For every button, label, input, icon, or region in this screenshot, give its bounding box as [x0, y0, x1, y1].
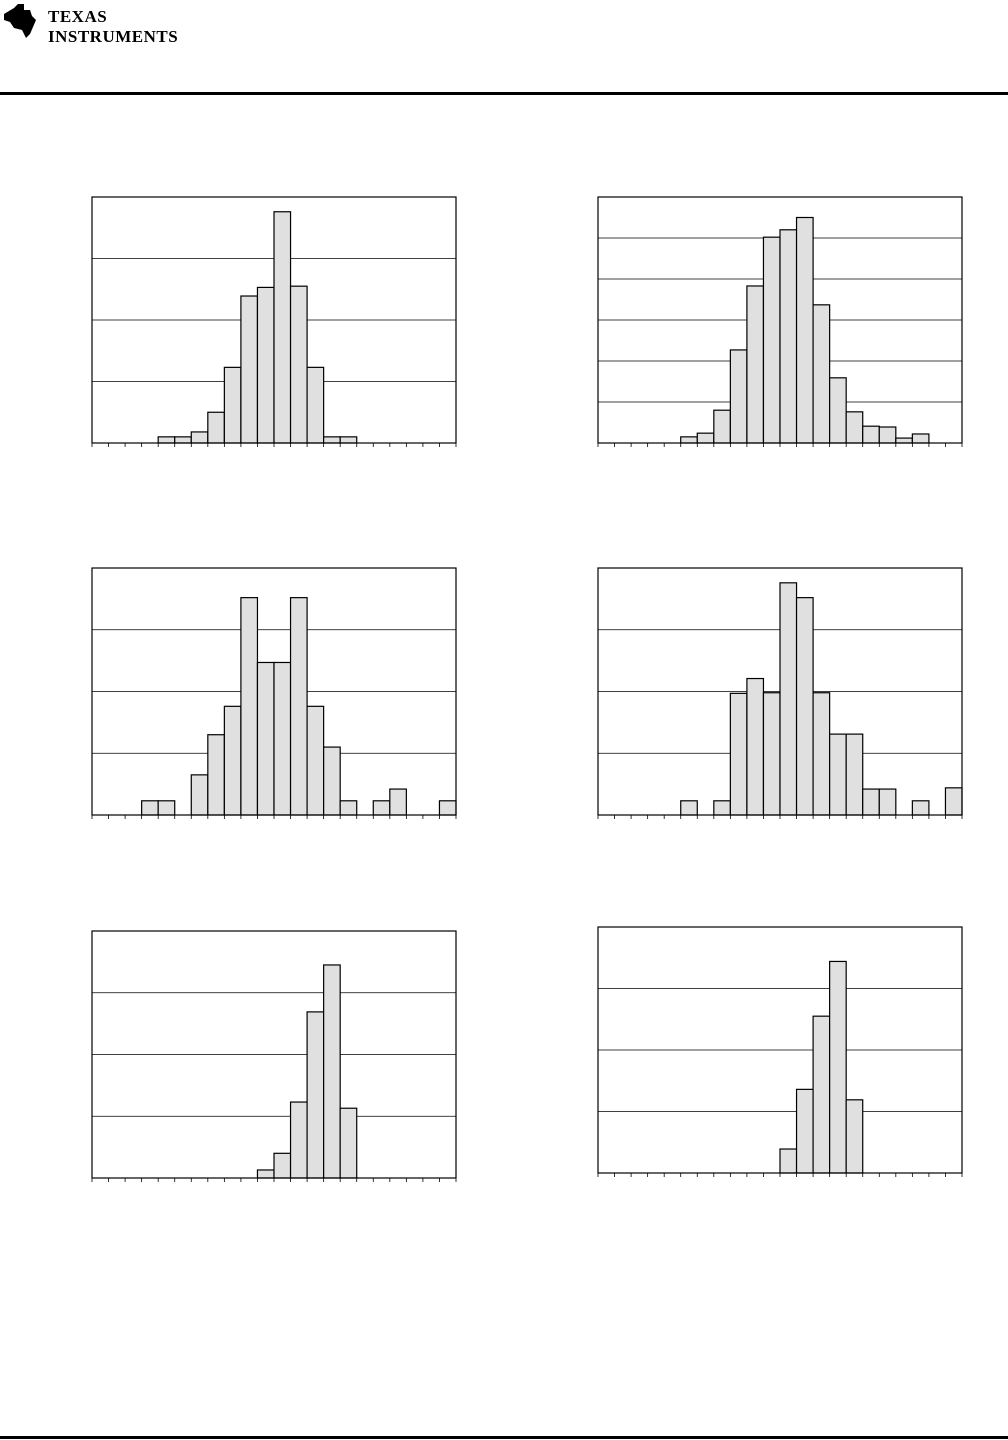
bar — [762, 692, 781, 816]
bar — [911, 433, 930, 444]
bar — [944, 787, 963, 816]
bar — [911, 800, 930, 816]
bar — [895, 437, 913, 444]
bar — [746, 677, 765, 816]
bar — [762, 236, 781, 444]
bar — [696, 432, 715, 444]
bar — [779, 1148, 798, 1174]
bar — [438, 800, 457, 816]
bar — [862, 425, 880, 444]
bar — [306, 1011, 325, 1179]
histogram — [597, 567, 963, 819]
bar — [289, 285, 308, 444]
bar — [323, 964, 341, 1179]
bar — [256, 661, 275, 816]
bar — [812, 304, 831, 444]
bar — [779, 229, 798, 444]
bar — [240, 597, 259, 816]
bar — [240, 295, 259, 444]
bar — [256, 286, 275, 444]
bar — [680, 436, 698, 444]
bar — [795, 597, 814, 816]
histogram — [597, 926, 963, 1177]
bar — [273, 661, 292, 816]
histogram — [91, 196, 457, 447]
bar — [878, 788, 897, 816]
bar — [273, 211, 292, 444]
bar — [372, 800, 391, 816]
footer-rule — [0, 1436, 1008, 1439]
bar — [273, 1152, 292, 1179]
plot-frame — [91, 567, 457, 816]
bar — [812, 692, 831, 816]
bar — [795, 216, 814, 444]
bar — [289, 597, 308, 816]
bar — [339, 800, 358, 816]
bar — [729, 349, 748, 444]
bar — [713, 409, 731, 444]
bar — [306, 705, 325, 816]
plot-frame — [91, 930, 457, 1179]
bar — [389, 788, 407, 816]
bar — [323, 746, 341, 816]
bar — [845, 1099, 864, 1174]
histogram — [91, 930, 457, 1182]
bar — [779, 582, 798, 816]
bar — [829, 960, 847, 1174]
bar — [829, 733, 847, 816]
bar — [845, 411, 864, 444]
logo-line: TEXAS — [48, 7, 107, 26]
bar — [223, 705, 242, 816]
bar — [223, 366, 242, 444]
bar — [862, 788, 880, 816]
plot-frame — [597, 567, 963, 816]
bar — [190, 774, 209, 816]
bar — [812, 1015, 831, 1174]
bar — [339, 1107, 358, 1179]
bar — [713, 800, 731, 816]
histogram — [597, 196, 963, 447]
logo: TEXAS INSTRUMENTS — [4, 4, 178, 46]
bar — [157, 800, 176, 816]
plot-frame — [597, 196, 963, 444]
bar — [845, 733, 864, 816]
bar — [207, 411, 225, 444]
bar — [174, 436, 192, 444]
bar — [746, 285, 765, 444]
bar — [829, 377, 847, 444]
histogram — [91, 567, 457, 819]
logo-mark — [4, 4, 36, 38]
bar — [729, 692, 748, 816]
logo-line: INSTRUMENTS — [48, 27, 178, 46]
bar — [323, 436, 341, 444]
plot-frame — [597, 926, 963, 1174]
bar — [190, 431, 209, 444]
bar — [157, 436, 176, 444]
bar — [207, 734, 225, 816]
bar — [289, 1101, 308, 1179]
header-rule — [0, 92, 1008, 95]
plot-frame — [91, 196, 457, 444]
bar — [256, 1169, 275, 1179]
bar — [680, 800, 698, 816]
bar — [878, 426, 897, 444]
bar — [339, 436, 358, 444]
bar — [306, 366, 325, 444]
bar — [795, 1088, 814, 1174]
bar — [141, 800, 159, 816]
